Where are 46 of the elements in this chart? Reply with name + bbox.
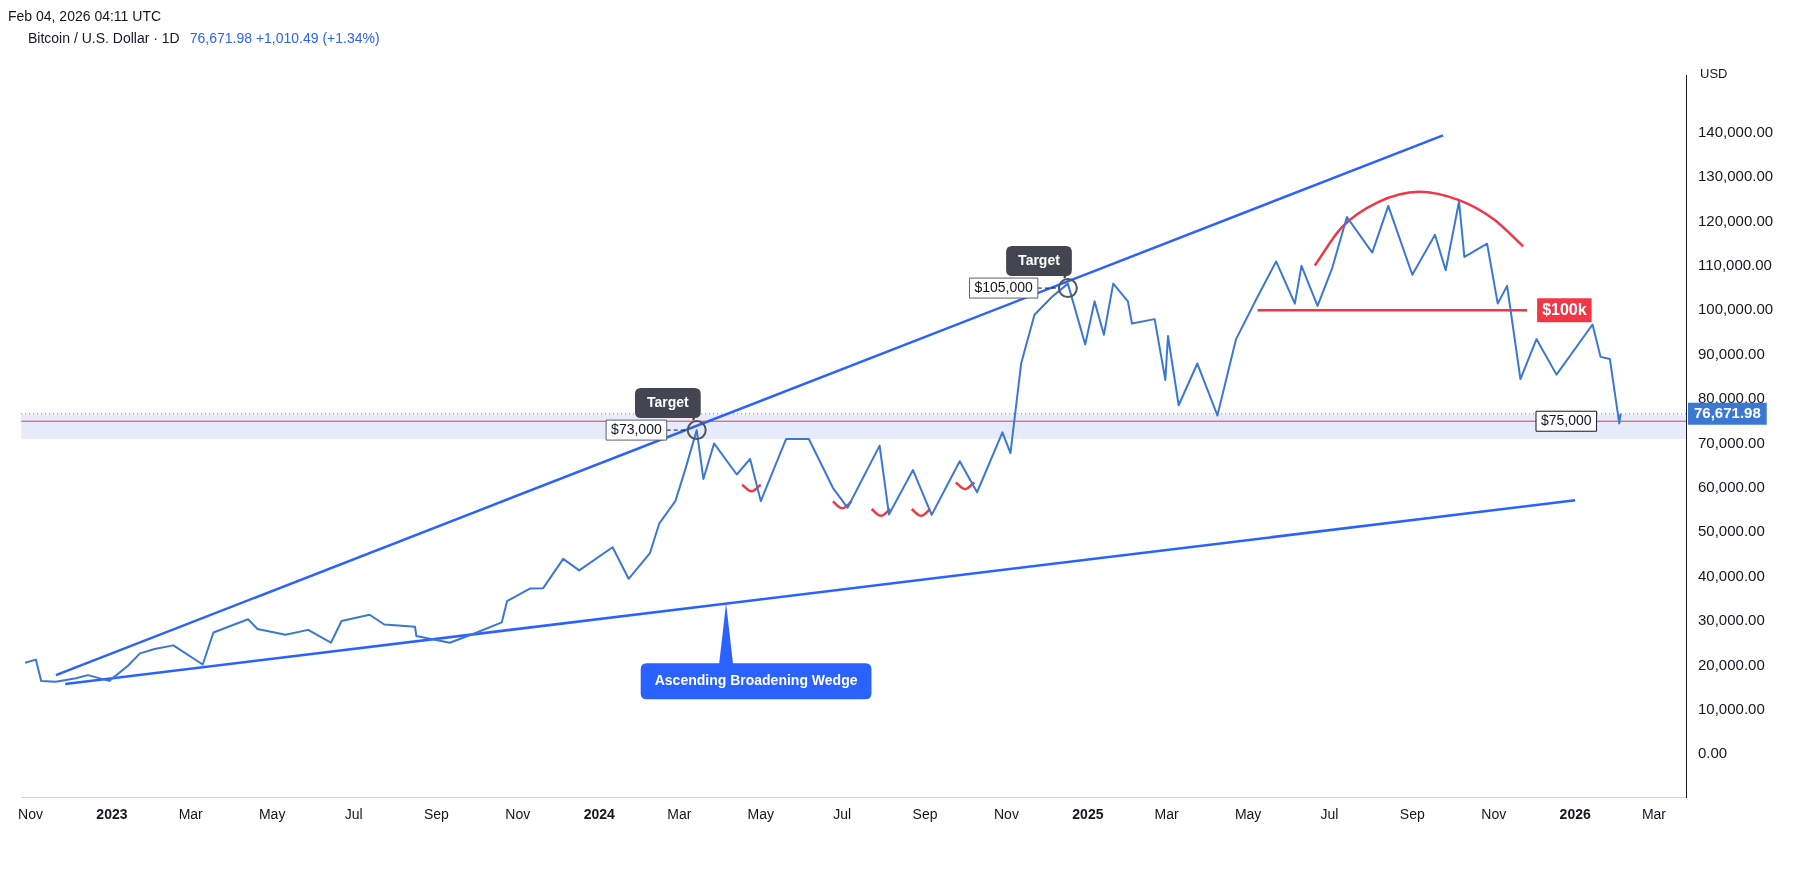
x-tick-label: Nov [993,806,1019,823]
chart-title: Bitcoin / U.S. Dollar · 1D [28,30,180,48]
x-tick-label: 2025 [1072,806,1104,823]
x-tick-label: Mar [1154,806,1180,823]
annotation: $105,000 [974,278,1034,295]
y-tick-label: 40,000.00 [1698,566,1765,584]
annotation: Target [646,393,690,410]
x-tick-label: Jul [833,806,852,823]
y-tick-label: 0.00 [1698,744,1728,762]
x-tick-label: Mar [178,806,204,823]
x-tick-label: May [258,806,286,823]
annotation: Target [1018,251,1061,268]
x-tick-label: Sep [1399,806,1425,823]
y-tick-label: 20,000.00 [1698,655,1765,673]
x-tick-label: Sep [423,806,450,823]
y-tick-label: 60,000.00 [1698,477,1765,495]
x-tick-label: 2024 [583,806,616,823]
x-tick-label: Jul [344,806,363,823]
y-tick-label: 10,000.00 [1698,699,1765,717]
x-tick-label: Nov [1481,806,1507,823]
y-tick-label: 100,000.00 [1698,300,1774,318]
y-tick-label: 140,000.00 [1698,122,1774,140]
x-tick-label: Nov [18,806,43,823]
y-tick-label: 90,000.00 [1698,344,1765,362]
x-tick-label: Jul [1320,806,1339,823]
x-tick-label: 2023 [96,806,128,823]
y-tick-label: 50,000.00 [1698,522,1765,540]
annotation: Ascending Broadening Wedge [654,672,858,689]
chart-subtitle: 76,671.98 +1,010.49 (+1.34%) [189,30,380,48]
x-tick-label: May [747,806,775,823]
y-tick-label: 30,000.00 [1698,611,1765,629]
x-tick-label: Mar [1641,806,1667,823]
y-axis-title: USD [1700,65,1728,81]
y-tick-label: 110,000.00 [1698,256,1772,274]
x-tick-label: Nov [505,806,531,823]
x-tick-label: May [1234,806,1262,823]
y-tick-label: 70,000.00 [1698,433,1765,451]
annotation: $100k [1542,300,1587,318]
ref-line-label: $75,000 [1541,412,1592,429]
x-tick-label: Mar [667,806,692,823]
x-tick-label: Sep [912,806,938,823]
text: Feb 04, 2026 04:11 UTC [8,8,162,24]
x-tick-label: 2026 [1559,806,1591,823]
y-tick-label: 130,000.00 [1698,167,1774,185]
y-tick-label: 120,000.00 [1698,211,1774,229]
annotation: $73,000 [611,420,662,437]
